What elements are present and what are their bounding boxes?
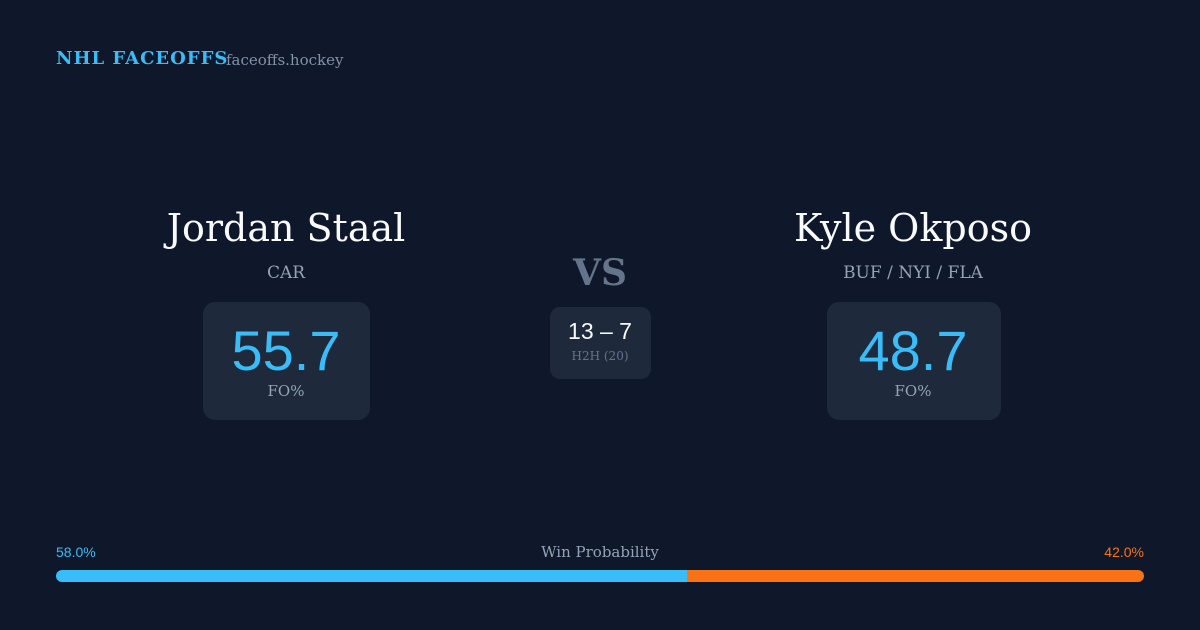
stat-label: FO% (894, 382, 932, 400)
brand: NHL FACEOFFS (56, 48, 229, 69)
versus: VS (573, 252, 627, 294)
player-team: CAR (266, 263, 306, 283)
site: faceoffs.hockey (226, 51, 344, 69)
player-name: Jordan Staal (166, 206, 406, 250)
probability-label: 42.0% (1104, 544, 1144, 560)
probability-label: 58.0% (56, 544, 96, 560)
stat-value: 48.7 (858, 319, 968, 382)
probability-segment (56, 570, 688, 582)
probability-title: Win Probability (541, 543, 659, 561)
h2h-score: 13 – 7 (568, 318, 632, 344)
probability-bar (56, 570, 1144, 582)
stat-label: FO% (267, 382, 305, 400)
player-name: Kyle Okposo (794, 206, 1032, 250)
probability-segment (687, 570, 1144, 582)
h2h-label: H2H (20) (571, 349, 629, 363)
player-team: BUF / NYI / FLA (843, 263, 983, 283)
h2h-card (550, 307, 651, 379)
stat-value: 55.7 (231, 319, 341, 382)
stat-card (203, 302, 370, 420)
stat-card (827, 302, 1001, 420)
